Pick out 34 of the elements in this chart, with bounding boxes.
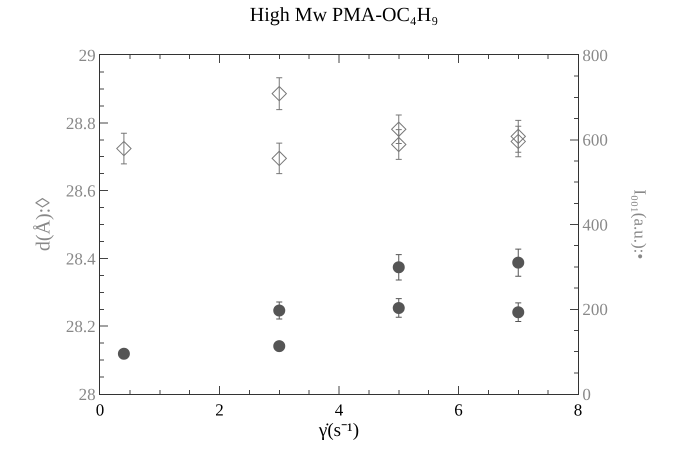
- y-axis-title: d(Å):◊: [32, 198, 54, 252]
- point: [116, 140, 132, 156]
- y-tick-label: 28.6: [66, 182, 96, 201]
- point: [391, 122, 406, 137]
- x-tick-label: 8: [574, 400, 582, 420]
- point: [273, 340, 286, 352]
- point: [512, 256, 524, 269]
- x-tick-label: 2: [215, 400, 224, 420]
- y2-tick-label: 600: [582, 130, 608, 150]
- y2-axis-title: I₀₀₁(a.u.):•: [630, 189, 650, 260]
- point: [391, 136, 406, 152]
- chart-title: High Mw PMA-OC₄H₉: [250, 4, 438, 26]
- point: [272, 150, 287, 166]
- point: [510, 128, 526, 144]
- point: [118, 348, 130, 360]
- point: [273, 304, 286, 317]
- x-tick-label: 4: [334, 400, 344, 420]
- point: [510, 134, 526, 150]
- y2-tick-label: 800: [582, 46, 608, 65]
- x-tick-label: 0: [96, 400, 104, 420]
- y2-tick-label: 0: [582, 384, 591, 404]
- x-tick-label: 6: [454, 400, 463, 420]
- y-tick-label: 28.2: [66, 317, 96, 336]
- y2-tick-label: 200: [582, 300, 608, 320]
- y-tick-label: 28.8: [66, 114, 96, 133]
- y-tick-label: 28.4: [66, 249, 96, 268]
- y2-tick-label: 400: [582, 215, 608, 234]
- point: [512, 306, 524, 318]
- point: [392, 261, 405, 274]
- y-tick-label: 28: [78, 384, 96, 404]
- x-axis-title: γ̇(s⁻¹): [318, 420, 360, 442]
- point: [392, 302, 405, 314]
- point: [272, 86, 287, 102]
- y-tick-label: 29: [78, 46, 96, 65]
